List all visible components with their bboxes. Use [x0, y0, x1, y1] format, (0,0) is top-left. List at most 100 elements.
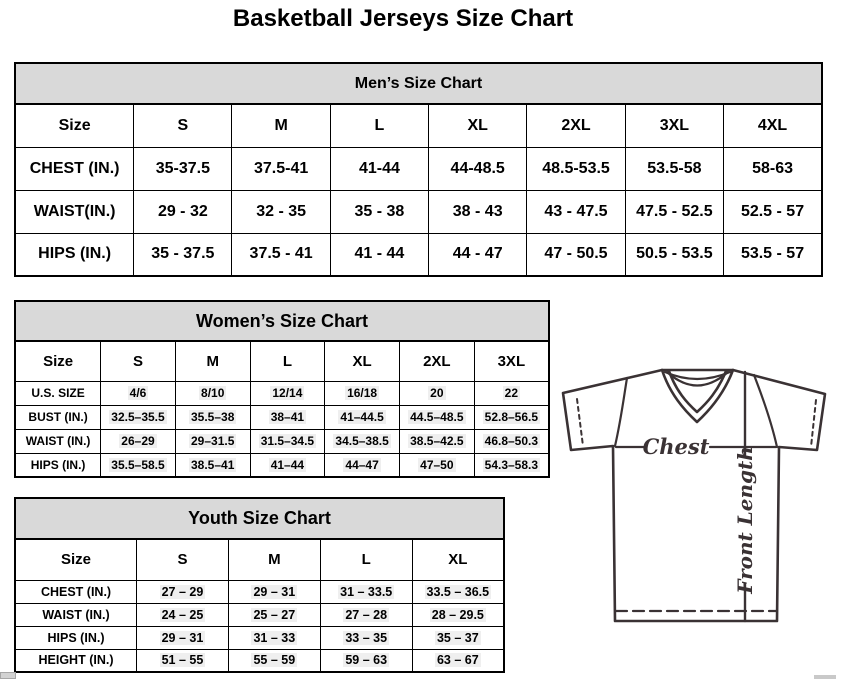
table-caption-row: Youth Size Chart	[14, 497, 505, 540]
value-cell: 37.5 - 41	[231, 232, 331, 277]
row-label: HIPS (IN.)	[14, 452, 102, 478]
value-text: 29–31.5	[189, 434, 237, 448]
table-row: CHEST (IN.) 27 – 29 29 – 31 31 – 33.5 33…	[14, 579, 505, 604]
table-header-row: Size S M L XL	[14, 538, 505, 581]
right-sleeve-stitch	[810, 399, 817, 448]
header-cell: L	[319, 538, 413, 581]
value-cell: 27 – 29	[136, 579, 229, 604]
header-cell: M	[174, 340, 251, 382]
value-text: 16/18	[345, 386, 380, 400]
header-cell: S	[100, 340, 176, 382]
collar-outer-v	[660, 368, 735, 424]
value-text: 35 – 37	[434, 630, 481, 645]
value-text: 29 – 31	[159, 630, 206, 645]
womens-chart-caption: Women’s Size Chart	[14, 300, 550, 342]
value-text: 26–29	[119, 434, 157, 448]
value-cell: 44-48.5	[428, 146, 528, 191]
value-cell: 35 - 38	[329, 189, 430, 234]
row-label: WAIST (IN.)	[14, 428, 102, 454]
value-cell: 53.5 - 57	[723, 232, 823, 277]
value-cell: 41–44	[249, 452, 326, 478]
header-cell: 3XL	[473, 340, 550, 382]
row-label: WAIST (IN.)	[14, 602, 138, 627]
value-cell: 47.5 - 52.5	[624, 189, 725, 234]
value-text: 52.8–56.5	[482, 410, 541, 424]
value-text: 25 – 27	[251, 607, 298, 622]
page-title: Basketball Jerseys Size Chart	[232, 5, 574, 32]
value-cell: 25 – 27	[227, 602, 321, 627]
value-text: 46.8–50.3	[482, 434, 541, 448]
value-text: 41–44.5	[338, 410, 386, 424]
value-cell: 35 - 37.5	[133, 232, 233, 277]
value-cell: 4/6	[100, 380, 176, 406]
value-cell: 34.5–38.5	[324, 428, 400, 454]
value-cell: 41-44	[329, 146, 430, 191]
value-text: 51 – 55	[159, 653, 206, 668]
value-cell: 58-63	[723, 146, 823, 191]
table-row: WAIST(IN.) 29 - 32 32 - 35 35 - 38 38 - …	[14, 189, 823, 234]
header-cell: L	[329, 103, 430, 148]
value-cell: 35.5–58.5	[100, 452, 176, 478]
collar-back-arc-deep	[665, 370, 730, 387]
value-cell: 44.5–48.5	[398, 404, 475, 430]
value-cell: 29 - 32	[133, 189, 233, 234]
value-cell: 41 - 44	[329, 232, 430, 277]
header-cell: L	[249, 340, 326, 382]
value-text: 38.5–41	[189, 457, 237, 472]
value-cell: 22	[473, 380, 550, 406]
scrollbar-fragment-left[interactable]	[0, 672, 16, 679]
value-text: 31 – 33	[251, 630, 298, 645]
value-cell: 24 – 25	[136, 602, 229, 627]
scrollbar-fragment-right[interactable]	[814, 675, 836, 679]
value-cell: 35-37.5	[133, 146, 233, 191]
value-cell: 41–44.5	[324, 404, 400, 430]
left-sleeve-stitch	[576, 398, 584, 447]
header-cell: 4XL	[723, 103, 823, 148]
table-row: HIPS (IN.) 35 - 37.5 37.5 - 41 41 - 44 4…	[14, 232, 823, 277]
header-cell: 3XL	[624, 103, 725, 148]
value-cell: 16/18	[324, 380, 400, 406]
value-text: 34.5–38.5	[333, 434, 391, 448]
value-cell: 35.5–38	[174, 404, 251, 430]
value-text: 27 – 28	[343, 607, 390, 622]
value-text: 31.5–34.5	[258, 434, 317, 448]
value-cell: 38.5–42.5	[398, 428, 475, 454]
table-row: WAIST (IN.) 24 – 25 25 – 27 27 – 28 28 –…	[14, 602, 505, 627]
value-text: 32.5–35.5	[109, 410, 167, 424]
value-text: 47–50	[418, 457, 456, 472]
header-cell: XL	[411, 538, 505, 581]
value-text: 41–44	[268, 457, 307, 472]
corner-header-cell: Size	[14, 103, 135, 148]
value-text: 63 – 67	[434, 653, 481, 668]
value-cell: 35 – 37	[411, 625, 505, 650]
value-cell: 29 – 31	[227, 579, 321, 604]
jersey-measurement-diagram: Chest Front Length	[561, 368, 827, 623]
header-cell: XL	[428, 103, 528, 148]
value-cell: 31 – 33	[227, 625, 321, 650]
value-cell: 28 – 29.5	[411, 602, 505, 627]
value-cell: 52.5 - 57	[723, 189, 823, 234]
front-length-label: Front Length	[733, 446, 757, 595]
table-header-row: Size S M L XL 2XL 3XL 4XL	[14, 103, 823, 148]
value-cell: 52.8–56.5	[473, 404, 550, 430]
row-label: HIPS (IN.)	[14, 232, 135, 277]
header-cell: XL	[324, 340, 400, 382]
value-cell: 53.5-58	[624, 146, 725, 191]
header-cell: 2XL	[398, 340, 475, 382]
value-cell: 38.5–41	[174, 452, 251, 478]
row-label: HEIGHT (IN.)	[14, 648, 138, 673]
womens-size-chart-table: Women’s Size Chart Size S M L XL 2XL 3XL…	[14, 300, 550, 478]
value-cell: 54.3–58.3	[473, 452, 550, 478]
value-text: 35.5–38	[189, 410, 237, 424]
header-cell: M	[227, 538, 321, 581]
value-text: 35.5–58.5	[109, 457, 167, 472]
value-cell: 44–47	[324, 452, 400, 478]
table-row: HEIGHT (IN.) 51 – 55 55 – 59 59 – 63 63 …	[14, 648, 505, 673]
value-text: 28 – 29.5	[429, 607, 486, 622]
corner-header-cell: Size	[14, 340, 102, 382]
value-cell: 48.5-53.5	[526, 146, 626, 191]
value-cell: 38 - 43	[428, 189, 528, 234]
table-row: WAIST (IN.) 26–29 29–31.5 31.5–34.5 34.5…	[14, 428, 550, 454]
value-cell: 33 – 35	[319, 625, 413, 650]
value-text: 12/14	[270, 386, 305, 400]
